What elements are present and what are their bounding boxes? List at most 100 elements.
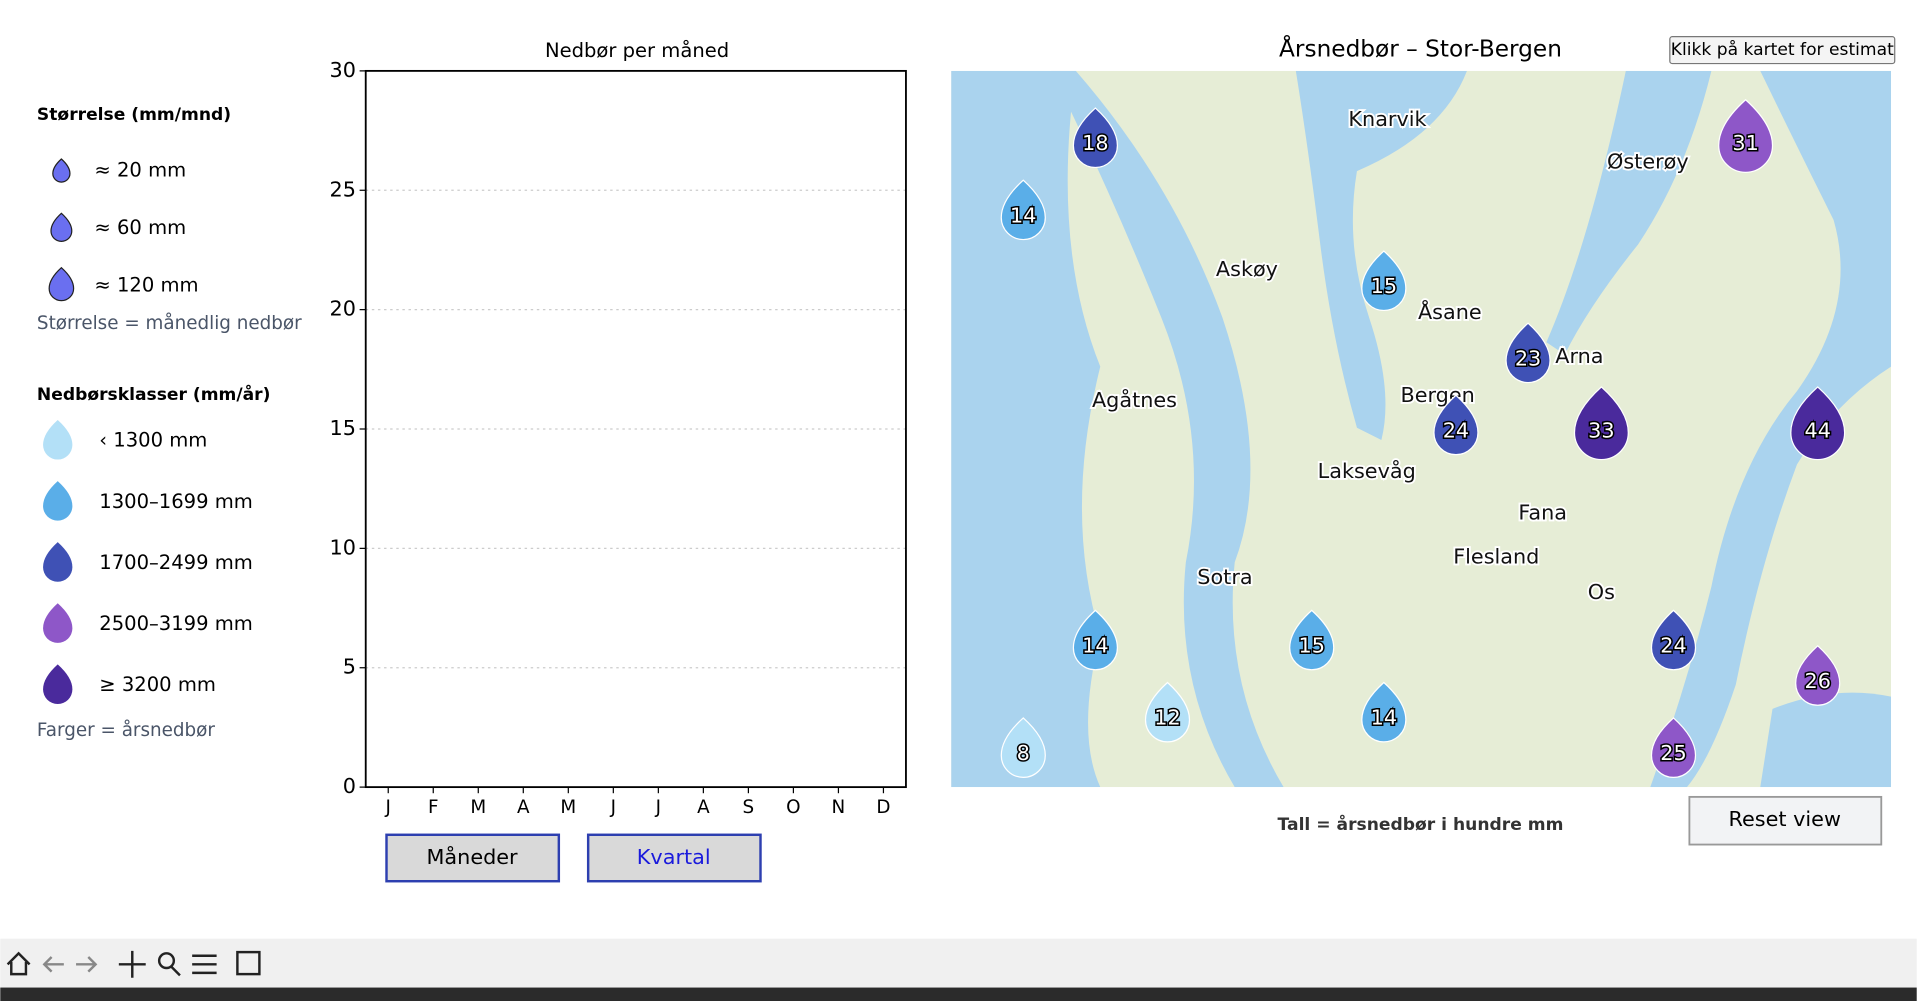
home-icon[interactable] [6,951,31,976]
place-label: Agåtnes [1092,387,1177,412]
marker-drop [1072,609,1119,671]
class-swatch [43,419,73,460]
place-label: Askøy [1216,257,1278,281]
y-tick-label: 30 [330,58,356,82]
legend-title: Nedbørsklasser (mm/år) [37,383,270,405]
class-label: ‹ 1300 mm [99,429,207,452]
marker-drop [1718,98,1774,173]
y-tick-label: 5 [343,655,356,679]
marker-drop [1573,386,1629,461]
legend: Størrelse (mm/mnd) Størrelse = månedlig … [37,105,302,741]
marker[interactable]: 14 [1361,681,1407,743]
y-tick-label: 20 [330,297,356,321]
button-label[interactable]: Måneder [427,844,519,869]
fjord [1051,70,1284,788]
x-tick-label: O [786,797,800,818]
x-tick-label: J [385,797,391,818]
marker-drop [1650,609,1697,671]
marker[interactable]: 26 [1795,644,1841,706]
class-label: ≥ 3200 mm [99,673,216,696]
marker[interactable]: 8 [1000,717,1046,778]
legend-note: Størrelse = månedlig nedbør [37,313,302,334]
place-label: Fana [1518,500,1567,524]
configure-icon[interactable] [192,954,217,975]
marker[interactable]: 18 [1072,107,1119,169]
reset-button-bg[interactable] [1688,795,1883,846]
y-tick-label: 0 [343,774,356,798]
button-bg[interactable] [385,833,561,883]
pan-icon[interactable] [118,950,146,978]
chart: Nedbør per måned 0 5 10 15 20 25 30 J F M A M J J A S O N… [330,39,907,818]
forward-icon[interactable] [76,956,98,973]
hint-button[interactable]: Klikk på kartet for estimat [1669,36,1896,65]
button-label[interactable]: Kvartal [637,845,711,869]
size-swatch [52,158,71,183]
marker-label: 24 [1443,418,1469,442]
zoom-icon[interactable] [157,952,176,970]
marker[interactable]: 14 [1072,609,1119,671]
reset-button[interactable]: Reset view [1688,795,1883,846]
marker[interactable]: 31 [1718,98,1774,173]
marker[interactable]: 15 [1361,250,1407,312]
size-label: ≈ 120 mm [94,274,198,297]
marker-label: 14 [1010,203,1036,227]
class-label: 2500–3199 mm [99,612,253,635]
reset-button-label[interactable]: Reset view [1729,807,1841,831]
chart-title: Nedbør per måned [545,39,729,62]
land [951,70,1892,788]
marker[interactable]: 15 [1289,609,1335,671]
place-label: Østerøy [1607,150,1689,174]
place-label: Sotra [1197,565,1252,589]
marker-drop [1072,107,1119,169]
legend-title: Størrelse (mm/mnd) [37,105,231,125]
marker[interactable]: 14 [1000,179,1046,241]
marker-label: 15 [1299,634,1325,658]
size-label: ≈ 20 mm [94,159,186,182]
x-tick-label: M [470,797,486,818]
place-label: Åsane [1418,298,1482,324]
marker[interactable]: 24 [1433,394,1479,456]
zoom-icon-handle[interactable] [170,965,181,977]
class-swatch [43,481,73,521]
marker-label: 12 [1154,706,1180,730]
marker-drop [1144,681,1191,743]
marker-label: 33 [1588,418,1614,442]
class-swatch [43,664,73,704]
button[interactable]: Kvartal [586,833,762,883]
x-tick-label: J [655,797,661,818]
save-icon[interactable] [236,950,261,976]
sea [951,70,1101,788]
x-tick-label: M [560,797,576,818]
marker-label: 44 [1805,418,1831,442]
map[interactable]: KnarvikØsterøyAskøyÅsaneArnaBergenAgåtne… [951,70,1892,788]
y-tick-label: 10 [330,535,356,559]
marker[interactable]: 44 [1790,386,1846,461]
hint-button-label[interactable]: Klikk på kartet for estimat [1671,39,1894,60]
marker-drop [1433,394,1479,456]
class-label: 1300–1699 mm [99,490,253,513]
marker[interactable]: 33 [1573,386,1629,461]
marker-label: 25 [1660,741,1686,765]
marker-drop [1361,250,1407,312]
button[interactable]: Måneder [385,833,561,883]
marker-drop [1795,644,1841,706]
back-icon[interactable] [42,956,64,973]
hint-button-bg[interactable] [1669,36,1896,65]
button-bg[interactable] [586,833,762,883]
fjord [1546,70,1712,355]
marker[interactable]: 23 [1505,322,1551,384]
fjord [1650,70,1892,788]
marker[interactable]: 25 [1650,717,1697,778]
marker-label: 24 [1660,634,1686,658]
y-tick-label: 25 [330,177,356,201]
marker-label: 31 [1732,131,1758,155]
marker[interactable]: 24 [1650,609,1697,671]
class-swatch [43,603,73,643]
marker-drop [1000,717,1046,778]
x-tick-label: N [832,797,846,818]
y-tick-label: 15 [330,416,356,440]
marker[interactable]: 12 [1144,681,1191,743]
size-swatch [50,212,73,242]
